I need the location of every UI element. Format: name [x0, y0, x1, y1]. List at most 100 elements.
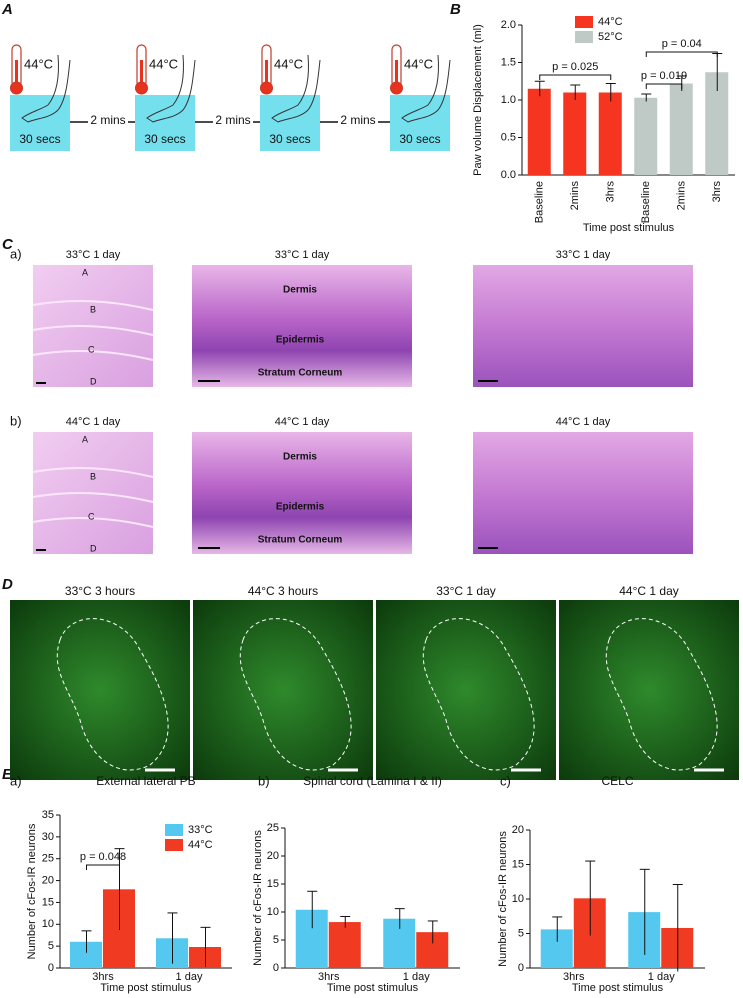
legend-swatch — [575, 16, 593, 28]
x-tick-label: 3hrs — [318, 971, 340, 983]
paw — [146, 54, 196, 123]
bar — [598, 92, 622, 175]
x-axis-label: Time post stimulus — [583, 222, 675, 234]
region-outline — [605, 618, 718, 771]
layer-label: Epidermis — [276, 335, 325, 346]
x-tick-label: Baseline — [534, 181, 546, 223]
thermometer-mercury — [140, 60, 143, 85]
legend-swatch — [165, 824, 183, 836]
y-tick-label: 0 — [518, 962, 524, 974]
x-tick-label: 1 day — [176, 971, 203, 983]
y-tick-label: 10 — [512, 893, 524, 905]
legend-label: 44°C — [598, 16, 623, 28]
histology-image — [473, 432, 693, 554]
interval-bg — [88, 113, 128, 129]
thermometer-mercury — [265, 60, 268, 85]
y-tick-label: 5 — [273, 934, 279, 946]
y-tick-label: 35 — [42, 809, 54, 821]
region-label: A — [82, 434, 88, 444]
region-label: C — [88, 511, 95, 521]
y-tick-label: 15 — [512, 858, 524, 870]
y-tick-label: 5 — [518, 927, 524, 939]
bar — [634, 97, 658, 175]
x-tick-label: 3hrs — [711, 181, 723, 203]
significance-label: p = 0.025 — [552, 61, 598, 73]
x-axis-label: Time post stimulus — [572, 982, 664, 994]
y-tick-label: 30 — [42, 831, 54, 843]
thermometer-bulb — [10, 81, 23, 95]
tissue-band — [32, 517, 154, 528]
y-tick-label: 5 — [48, 940, 54, 952]
layer-label: Stratum Corneum — [258, 368, 343, 379]
cfos-image — [193, 600, 373, 780]
region-label: C — [88, 344, 95, 354]
significance-bracket — [645, 51, 718, 57]
thermometer-bulb — [390, 81, 403, 95]
bar — [563, 92, 587, 175]
row-label: b) — [10, 413, 22, 428]
region-label: D — [90, 376, 97, 386]
temperature-label: 44°C — [274, 56, 303, 71]
paw — [271, 54, 321, 123]
thermometer-bulb — [135, 81, 148, 95]
histology-image — [473, 265, 693, 387]
condition-label: 33°C 1 day — [556, 249, 611, 261]
panel-label: A — [1, 1, 13, 18]
x-tick-label: 2mins — [569, 181, 581, 211]
cfos-image — [376, 600, 556, 780]
chart-title: External lateral PB — [96, 774, 195, 788]
tissue-band — [32, 350, 154, 361]
cfos-image — [559, 600, 739, 780]
y-tick-label: 25 — [267, 822, 279, 834]
y-tick-label: 1.0 — [501, 94, 516, 106]
image-label: 44°C 1 day — [619, 584, 679, 598]
significance-bracket — [539, 74, 612, 80]
region-label: D — [90, 543, 97, 553]
x-tick-label: Baseline — [640, 181, 652, 223]
region-label: A — [82, 267, 88, 277]
legend-swatch — [575, 31, 593, 43]
panel-label: E — [2, 766, 13, 783]
interval-label: 2 mins — [90, 113, 125, 127]
duration-label: 30 secs — [399, 132, 440, 146]
row-label: a) — [10, 246, 22, 261]
y-tick-label: 0 — [48, 962, 54, 974]
y-tick-label: 25 — [42, 853, 54, 865]
temperature-label: 44°C — [24, 56, 53, 71]
y-tick-label: 20 — [42, 874, 54, 886]
y-tick-label: 0.5 — [501, 131, 516, 143]
region-label: B — [90, 304, 96, 314]
panel-label: D — [2, 576, 13, 593]
panel-label: C — [2, 236, 14, 253]
region-outline — [239, 618, 352, 771]
panel-label: B — [450, 1, 461, 18]
significance-bracket — [645, 83, 683, 89]
paw — [401, 54, 451, 123]
x-tick-label: 3hrs — [563, 971, 585, 983]
temperature-label: 44°C — [149, 56, 178, 71]
y-tick-label: 15 — [42, 896, 54, 908]
y-axis-label: Paw volume Displacement (ml) — [472, 24, 484, 176]
legend-label: 52°C — [598, 31, 623, 43]
tissue-band — [32, 325, 154, 336]
cfos-image — [10, 600, 190, 780]
x-axis-label: Time post stimulus — [100, 982, 192, 994]
y-tick-label: 2.0 — [501, 19, 516, 31]
condition-label: 44°C 1 day — [556, 416, 611, 428]
layer-label: Epidermis — [276, 502, 325, 513]
panel-sublabel: c) — [500, 773, 511, 788]
y-tick-label: 0.0 — [501, 169, 516, 181]
water-bath — [135, 95, 195, 151]
region-label: B — [90, 471, 96, 481]
y-tick-label: 20 — [267, 850, 279, 862]
significance-label: p = 0.019 — [641, 70, 687, 82]
interval-bg — [338, 113, 378, 129]
y-tick-label: 15 — [267, 878, 279, 890]
y-tick-label: 0 — [273, 962, 279, 974]
bar — [328, 922, 361, 968]
y-tick-label: 10 — [267, 906, 279, 918]
tissue-band — [32, 300, 154, 311]
interval-label: 2 mins — [340, 113, 375, 127]
tissue-band — [32, 492, 154, 503]
